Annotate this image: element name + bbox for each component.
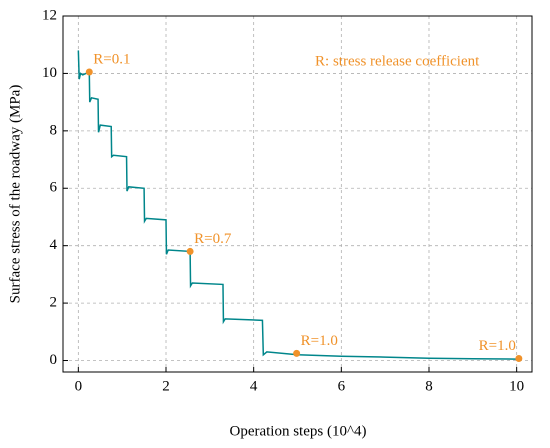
annotation: R: stress release coefficient: [315, 53, 480, 69]
y-tick-label: 4: [50, 237, 58, 253]
y-tick-label: 6: [50, 180, 58, 196]
y-tick-label: 12: [42, 7, 57, 23]
y-tick-label: 10: [42, 65, 57, 81]
x-tick-label: 0: [75, 378, 83, 394]
marker-point: [85, 68, 93, 76]
data-line: [77, 50, 517, 360]
x-tick-label: 4: [250, 378, 258, 394]
marker-point: [293, 349, 301, 357]
y-tick-label: 0: [50, 352, 58, 368]
marker-point: [186, 247, 194, 255]
x-axis-label: Operation steps (10^4): [229, 423, 366, 439]
x-tick-label: 10: [509, 378, 524, 394]
x-tick-label: 2: [162, 378, 170, 394]
point-label: R=0.7: [194, 231, 232, 247]
x-tick-label: 6: [338, 378, 346, 394]
point-label: R=1.0: [301, 333, 338, 349]
y-axis-label: Surface stress of the roadway (MPa): [7, 85, 23, 304]
y-tick-label: 8: [50, 122, 58, 138]
y-tick-label: 2: [50, 295, 58, 311]
marker-point: [515, 355, 523, 363]
x-tick-label: 8: [425, 378, 433, 394]
point-label: R=1.0: [479, 338, 516, 354]
plot-frame: [62, 15, 533, 373]
point-label: R=0.1: [93, 51, 130, 67]
